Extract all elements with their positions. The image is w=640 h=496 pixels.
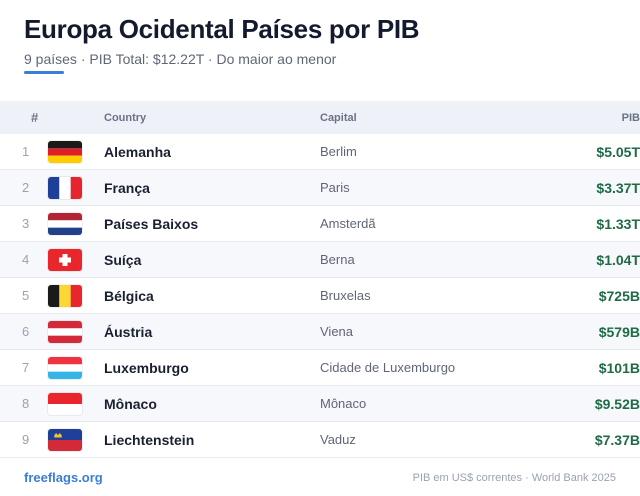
row-capital: Bruxelas bbox=[320, 288, 371, 303]
row-country: Áustria bbox=[104, 323, 153, 340]
table-row[interactable]: 6 Áustria Viena $579B bbox=[0, 314, 640, 350]
row-capital: Mônaco bbox=[320, 396, 367, 411]
row-rank: 9 bbox=[22, 432, 30, 447]
row-rank: 3 bbox=[22, 216, 30, 231]
column-header-rank: # bbox=[31, 110, 39, 125]
table-row[interactable]: 4 Suíça Berna $1.04T bbox=[0, 242, 640, 278]
title-accent-bar bbox=[24, 71, 64, 74]
table-row[interactable]: 2 França Paris $3.37T bbox=[0, 170, 640, 206]
page-title: Europa Ocidental Países por PIB bbox=[24, 14, 420, 44]
row-gdp: $1.04T bbox=[596, 251, 640, 268]
row-gdp: $5.05T bbox=[596, 143, 640, 160]
footer: freeflags.org PIB em US$ correntes · Wor… bbox=[24, 470, 616, 485]
row-capital: Paris bbox=[320, 180, 350, 195]
row-country: Suíça bbox=[104, 251, 142, 268]
row-country: Mônaco bbox=[104, 395, 157, 412]
row-capital: Viena bbox=[320, 324, 354, 339]
source-link[interactable]: freeflags.org bbox=[24, 470, 103, 485]
table-row[interactable]: 3 Países Baixos Amsterdã $1.33T bbox=[0, 206, 640, 242]
header: Europa Ocidental Países por PIB 9 países… bbox=[24, 14, 624, 68]
table-row[interactable]: 8 Mônaco Mônaco $9.52B bbox=[0, 386, 640, 422]
row-country: França bbox=[104, 179, 150, 196]
table-row[interactable]: 9 Liechtenstein Vaduz $7.37B bbox=[0, 422, 640, 458]
row-country: Bélgica bbox=[104, 287, 154, 304]
row-rank: 7 bbox=[22, 360, 30, 375]
row-capital: Cidade de Luxemburgo bbox=[320, 360, 456, 375]
row-rank: 5 bbox=[22, 288, 30, 303]
belgium-flag-icon bbox=[48, 284, 82, 307]
row-gdp: $1.33T bbox=[596, 215, 640, 232]
switzerland-flag-icon bbox=[48, 248, 82, 271]
row-country: Luxemburgo bbox=[104, 359, 189, 376]
row-rank: 1 bbox=[22, 144, 30, 159]
source-note: PIB em US$ correntes · World Bank 2025 bbox=[412, 471, 616, 484]
row-gdp: $7.37B bbox=[594, 431, 640, 448]
row-gdp: $101B bbox=[598, 359, 640, 376]
row-capital: Amsterdã bbox=[320, 216, 376, 231]
luxembourg-flag-icon bbox=[48, 356, 82, 379]
germany-flag-icon bbox=[48, 140, 82, 163]
table-row[interactable]: 5 Bélgica Bruxelas $725B bbox=[0, 278, 640, 314]
row-rank: 8 bbox=[22, 396, 30, 411]
row-gdp: $725B bbox=[598, 287, 640, 304]
row-country: Países Baixos bbox=[104, 215, 199, 232]
row-country: Liechtenstein bbox=[104, 431, 195, 448]
row-capital: Berlim bbox=[320, 144, 357, 159]
countries-table: # Country Capital PIB 1 Alemanha Berlim … bbox=[0, 101, 640, 458]
row-gdp: $9.52B bbox=[594, 395, 640, 412]
table-header: # Country Capital PIB bbox=[0, 101, 640, 134]
table-row[interactable]: 7 Luxemburgo Cidade de Luxemburgo $101B bbox=[0, 350, 640, 386]
row-capital: Berna bbox=[320, 252, 355, 267]
row-gdp: $579B bbox=[598, 323, 640, 340]
row-capital: Vaduz bbox=[320, 432, 356, 447]
liechtenstein-flag-icon bbox=[48, 428, 82, 451]
row-rank: 2 bbox=[22, 180, 30, 195]
column-header-gdp: PIB bbox=[621, 111, 640, 124]
table-row[interactable]: 1 Alemanha Berlim $5.05T bbox=[0, 134, 640, 170]
netherlands-flag-icon bbox=[48, 212, 82, 235]
column-header-country: Country bbox=[104, 111, 147, 124]
column-header-capital: Capital bbox=[320, 111, 357, 124]
austria-flag-icon bbox=[48, 320, 82, 343]
france-flag-icon bbox=[48, 176, 82, 199]
page-subtitle: 9 países · PIB Total: $12.22T · Do maior… bbox=[24, 51, 337, 67]
row-rank: 4 bbox=[22, 252, 30, 267]
monaco-flag-icon bbox=[48, 392, 82, 415]
row-country: Alemanha bbox=[104, 143, 171, 160]
row-rank: 6 bbox=[22, 324, 30, 339]
row-gdp: $3.37T bbox=[596, 179, 640, 196]
